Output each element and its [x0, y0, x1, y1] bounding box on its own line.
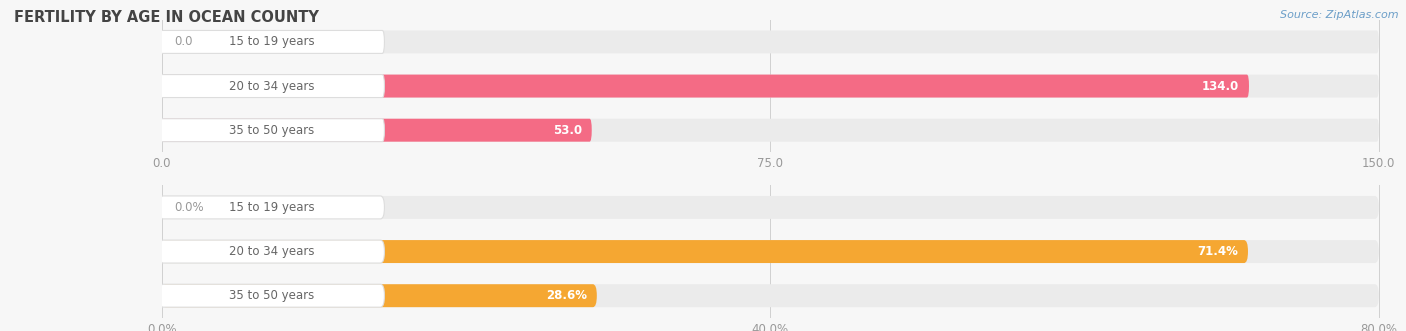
Text: FERTILITY BY AGE IN OCEAN COUNTY: FERTILITY BY AGE IN OCEAN COUNTY [14, 10, 319, 25]
Text: 0.0: 0.0 [174, 35, 193, 48]
FancyBboxPatch shape [162, 74, 1379, 98]
FancyBboxPatch shape [162, 74, 1249, 98]
Text: 15 to 19 years: 15 to 19 years [229, 35, 315, 48]
FancyBboxPatch shape [162, 284, 596, 307]
FancyBboxPatch shape [159, 119, 384, 142]
Text: 134.0: 134.0 [1202, 79, 1239, 93]
FancyBboxPatch shape [162, 30, 1379, 53]
FancyBboxPatch shape [162, 119, 592, 142]
FancyBboxPatch shape [162, 119, 1379, 142]
Text: 20 to 34 years: 20 to 34 years [229, 79, 315, 93]
Text: 53.0: 53.0 [553, 124, 582, 137]
FancyBboxPatch shape [162, 240, 1379, 263]
FancyBboxPatch shape [159, 74, 384, 98]
FancyBboxPatch shape [159, 30, 384, 53]
Text: 35 to 50 years: 35 to 50 years [229, 289, 315, 302]
Text: 20 to 34 years: 20 to 34 years [229, 245, 315, 258]
FancyBboxPatch shape [162, 196, 1379, 219]
FancyBboxPatch shape [159, 196, 384, 219]
FancyBboxPatch shape [162, 284, 1379, 307]
Text: 35 to 50 years: 35 to 50 years [229, 124, 315, 137]
FancyBboxPatch shape [162, 240, 1249, 263]
FancyBboxPatch shape [159, 284, 384, 307]
Text: 0.0%: 0.0% [174, 201, 204, 214]
Text: 28.6%: 28.6% [546, 289, 588, 302]
Text: 15 to 19 years: 15 to 19 years [229, 201, 315, 214]
Text: 71.4%: 71.4% [1198, 245, 1239, 258]
Text: Source: ZipAtlas.com: Source: ZipAtlas.com [1281, 10, 1399, 20]
FancyBboxPatch shape [159, 240, 384, 263]
